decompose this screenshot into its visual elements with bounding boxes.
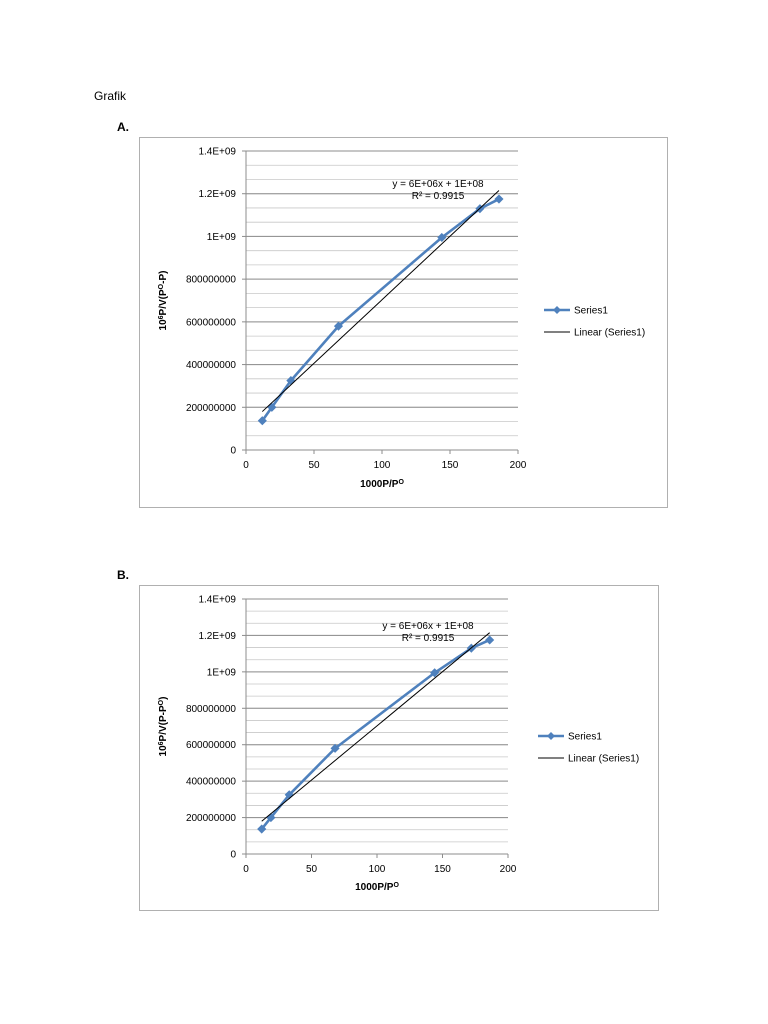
x-tick-label: 150 [442,460,459,471]
data-point [333,321,344,331]
legend-series-label: Series1 [568,732,602,743]
trendline [261,632,490,822]
x-axis-title: 1000P/PO [355,882,399,894]
series-line [260,638,491,830]
legend-trendline-label: Linear (Series1) [568,754,639,765]
y-tick-label: 400000000 [186,360,236,371]
data-point [437,232,447,243]
y-axis-title-text: 10 [158,745,169,757]
y-tick-label: 800000000 [186,704,236,715]
x-tick-label: 50 [308,460,320,471]
x-axis-title-sup: O [398,479,404,486]
trendline-r2: R² = 0.9915 [402,633,455,644]
x-tick-label: 150 [434,864,451,875]
y-axis-title: 106P/V(PO-P) [158,271,170,331]
y-axis-title-end: ) [158,697,169,700]
data-point [257,824,267,834]
x-axis-title: 1000P/PO [360,479,404,491]
data-point [494,194,504,204]
data-point [267,402,277,412]
y-axis-title: 106P/V(P-PO) [158,697,170,757]
y-tick-label: 1.2E+09 [198,631,236,642]
y-axis-title-text: 10 [158,319,169,331]
y-tick-label: 1.4E+09 [198,147,236,158]
data-point [430,668,440,678]
y-tick-label: 800000000 [186,275,236,286]
y-tick-label: 600000000 [186,740,236,751]
y-tick-label: 1.4E+09 [198,595,236,606]
x-tick-label: 0 [243,864,249,875]
legend-series-label: Series1 [574,306,608,317]
trendline-equation: y = 6E+06x + 1E+08 [392,179,484,190]
y-tick-label: 0 [230,446,236,457]
y-tick-label: 600000000 [186,317,236,328]
y-axis-title-rest: P/V(P-P [158,705,169,741]
trendline-equation: y = 6E+06x + 1E+08 [382,621,474,632]
x-axis-title-sup: O [393,882,399,889]
x-tick-label: 100 [374,460,391,471]
y-tick-label: 1E+09 [207,232,237,243]
chart-a: 0 200000000 400000000 600000000 800000000 1E+… [139,137,668,508]
x-tick-label: 200 [500,864,517,875]
x-tick-label: 100 [369,864,386,875]
y-axis-title-sup2: O [158,283,165,289]
y-axis-title-sup: 6 [158,315,165,319]
y-axis-title-end: -P) [158,271,169,284]
legend-series-marker [547,732,555,740]
chart-b-svg: 0 200000000 400000000 600000000 800000000 1E+… [158,595,640,894]
data-point [257,416,267,426]
data-point [485,635,495,645]
legend-series-marker [553,306,561,314]
x-axis-title-text: 1000P/P [355,882,394,893]
y-tick-label: 1E+09 [207,667,237,678]
x-tick-label: 200 [510,460,527,471]
y-axis-title-sup2: O [158,699,165,705]
trendline-r2: R² = 0.9915 [412,191,465,202]
y-axis-title-sup: 6 [158,741,165,745]
chart-a-svg: 0 200000000 400000000 600000000 800000000 1E+… [158,147,646,491]
y-axis-title-rest: P/V(P [158,289,169,315]
trendline [261,190,500,412]
y-tick-label: 400000000 [186,777,236,788]
data-point [330,743,340,753]
page-title: Grafik [94,89,127,103]
x-tick-label: 50 [306,864,318,875]
section-b-label: B. [117,568,129,582]
legend-trendline-label: Linear (Series1) [574,328,645,339]
x-axis-title-text: 1000P/P [360,479,399,490]
x-tick-label: 0 [243,460,249,471]
y-tick-label: 200000000 [186,403,236,414]
chart-b: 0 200000000 400000000 600000000 800000000 1E+… [139,585,659,911]
y-tick-label: 200000000 [186,813,236,824]
y-tick-label: 1.2E+09 [198,189,236,200]
section-a-label: A. [117,120,129,134]
series-line [261,197,500,422]
y-tick-label: 0 [230,850,236,861]
